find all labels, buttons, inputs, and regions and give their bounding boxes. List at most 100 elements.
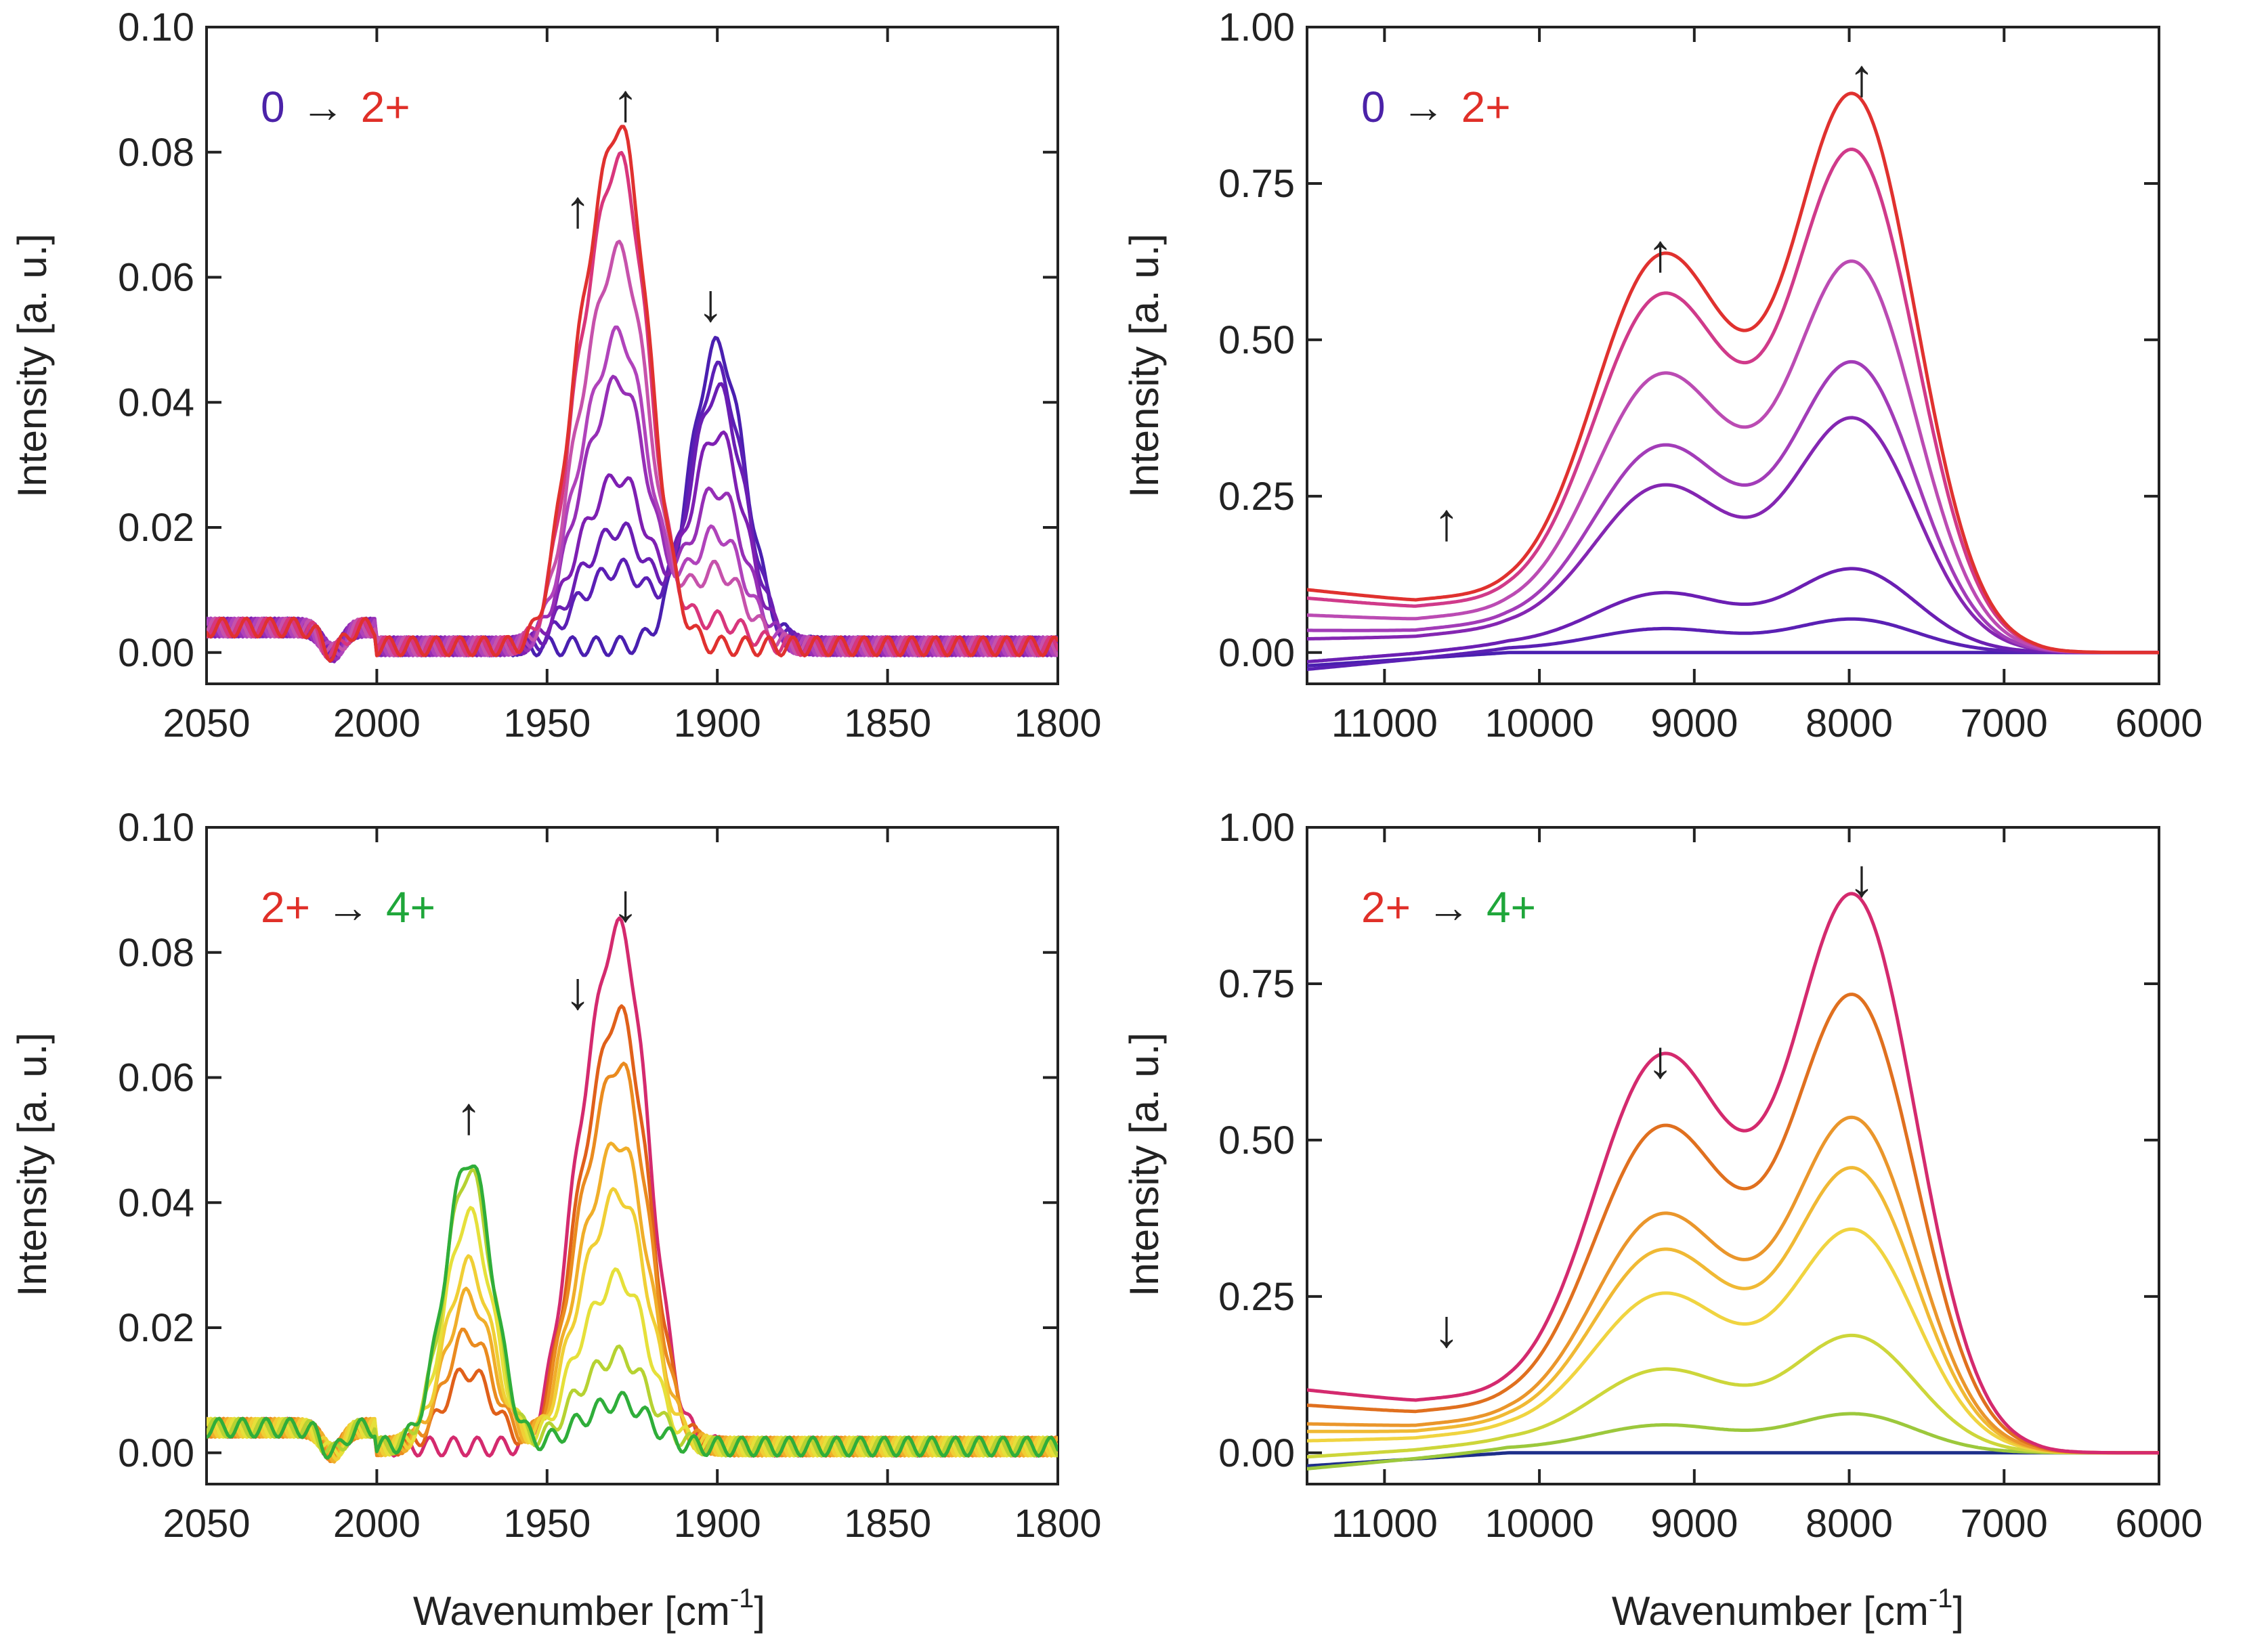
series-line-s8 — [207, 150, 1058, 659]
y-axis-title-bottom-right: Intensity [a. u.] — [1121, 1032, 1167, 1297]
legend-to: 4+ — [386, 883, 435, 932]
y-axis-title-top-left: Intensity [a. u.] — [9, 234, 55, 498]
legend-arrow: → — [326, 883, 370, 932]
x-tick-label: 9000 — [1650, 1502, 1738, 1546]
x-tick-label: 7000 — [1961, 1502, 2048, 1546]
legend-to: 2+ — [361, 83, 410, 131]
series-line-s4 — [1307, 1227, 2159, 1455]
series-line-s1 — [207, 336, 1058, 657]
y-tick-label: 0.00 — [1218, 631, 1295, 675]
series-line-s8 — [207, 1165, 1058, 1460]
x-tick-label: 1900 — [674, 1502, 761, 1546]
series-line-s7 — [207, 240, 1058, 657]
series-line-s5 — [207, 1187, 1058, 1462]
x-tick-label: 2000 — [333, 701, 421, 745]
series-group — [207, 916, 1058, 1464]
x-tick-label: 9000 — [1650, 701, 1738, 745]
y-tick-label: 1.00 — [1218, 806, 1295, 850]
series-line-s5 — [207, 374, 1058, 661]
y-tick-label: 0.25 — [1218, 1275, 1295, 1319]
y-tick-label: 0.02 — [118, 1306, 194, 1350]
series-line-s3 — [1307, 567, 2159, 664]
legend: 2+ → 4+ — [1361, 883, 1536, 932]
decrease-arrow-annotation: ↓ — [1848, 848, 1875, 908]
y-tick-label: 0.04 — [118, 1181, 194, 1225]
legend-from: 2+ — [1361, 883, 1411, 932]
plot-frame — [1306, 26, 2160, 685]
decrease-arrow-annotation: ↓ — [565, 961, 591, 1020]
y-tick-label: 0.06 — [118, 256, 194, 300]
legend-to: 2+ — [1461, 83, 1511, 131]
y-tick-label: 0.08 — [118, 131, 194, 175]
y-tick-label: 0.25 — [1218, 475, 1295, 519]
x-tick-label: 7000 — [1961, 701, 2048, 745]
series-group — [1307, 91, 2159, 672]
increase-arrow-annotation: ↑ — [1647, 223, 1673, 282]
legend: 0 → 2+ — [1361, 83, 1511, 131]
series-line-s5 — [1307, 360, 2159, 655]
y-tick-label: 0.10 — [118, 806, 194, 850]
legend: 0 → 2+ — [261, 83, 410, 131]
series-line-s2 — [207, 360, 1058, 661]
series-line-s2 — [207, 1004, 1058, 1461]
panel-bottom-left: 0.00 0.02 0.04 0.06 0.08 0.10 2050 2000 1950 1900… — [118, 806, 1101, 1546]
x-axis-title-bottom-left: Wavenumber [cm-1] — [413, 1584, 765, 1634]
x-tick-label: 6000 — [2115, 1502, 2202, 1546]
x-tick-label: 1850 — [844, 1502, 931, 1546]
series-line-s6 — [1307, 259, 2159, 655]
x-tick-label: 10000 — [1484, 1502, 1594, 1546]
series-line-s3 — [207, 382, 1058, 663]
x-tick-label: 6000 — [2115, 701, 2202, 745]
series-line-s9 — [207, 125, 1058, 663]
y-tick-label: 0.10 — [118, 5, 194, 49]
x-tick-label: 1900 — [674, 701, 761, 745]
plot-frame — [1306, 826, 2160, 1485]
series-line-s7 — [207, 1168, 1058, 1458]
x-tick-label: 11000 — [1331, 701, 1438, 745]
series-line-s4 — [1307, 416, 2159, 655]
y-tick-label: 0.04 — [118, 381, 194, 425]
y-tick-label: 0.02 — [118, 506, 194, 550]
x-tick-label: 2050 — [163, 701, 250, 745]
decrease-arrow-annotation: ↓ — [1433, 1299, 1459, 1358]
legend-arrow: → — [1402, 83, 1445, 131]
series-line-s8 — [1307, 91, 2159, 655]
decrease-arrow-annotation: ↓ — [612, 873, 639, 933]
increase-arrow-annotation: ↑ — [565, 179, 591, 239]
series-line-s3 — [1307, 1333, 2159, 1459]
x-tick-label: 8000 — [1805, 1502, 1893, 1546]
x-tick-label: 2000 — [333, 1502, 421, 1546]
legend-from: 0 — [1361, 83, 1386, 131]
y-tick-label: 0.75 — [1218, 162, 1295, 206]
x-tick-label: 1850 — [844, 701, 931, 745]
legend-arrow: → — [301, 83, 345, 131]
y-axis-title-top-right: Intensity [a. u.] — [1121, 234, 1167, 498]
series-group — [207, 125, 1058, 664]
plot-frame — [205, 26, 1059, 685]
x-tick-label: 10000 — [1484, 701, 1594, 745]
panel-bottom-right: 0.00 0.25 0.50 0.75 1.00 11000 10000 9000 8000 70… — [1218, 806, 2202, 1546]
series-line-s3 — [207, 1062, 1058, 1463]
legend-to: 4+ — [1487, 883, 1536, 932]
y-tick-label: 0.75 — [1218, 962, 1295, 1006]
increase-arrow-annotation: ↑ — [1433, 492, 1459, 552]
x-axis-title-bottom-right: Wavenumber [cm-1] — [1612, 1584, 1964, 1634]
series-line-s6 — [207, 1206, 1058, 1458]
increase-arrow-annotation: ↑ — [1848, 48, 1875, 108]
x-tick-label: 8000 — [1805, 701, 1893, 745]
series-line-s1 — [1307, 651, 2159, 668]
legend-from: 0 — [261, 83, 285, 131]
y-tick-label: 0.50 — [1218, 318, 1295, 362]
y-tick-label: 0.00 — [1218, 1431, 1295, 1475]
series-line-s4 — [207, 430, 1058, 664]
panel-top-left: 0.00 0.02 0.04 0.06 0.08 0.10 2050 2000 1950 1900… — [118, 5, 1101, 745]
panel-top-right: 0.00 0.25 0.50 0.75 1.00 11000 10000 9000 8000 70… — [1218, 5, 2202, 745]
decrease-arrow-annotation: ↓ — [698, 273, 724, 332]
plot-frame — [205, 826, 1059, 1485]
y-axis-title-bottom-left: Intensity [a. u.] — [9, 1032, 55, 1297]
y-tick-label: 0.50 — [1218, 1118, 1295, 1162]
x-tick-label: 1950 — [503, 1502, 591, 1546]
y-tick-label: 0.08 — [118, 931, 194, 975]
series-group — [1307, 892, 2159, 1471]
